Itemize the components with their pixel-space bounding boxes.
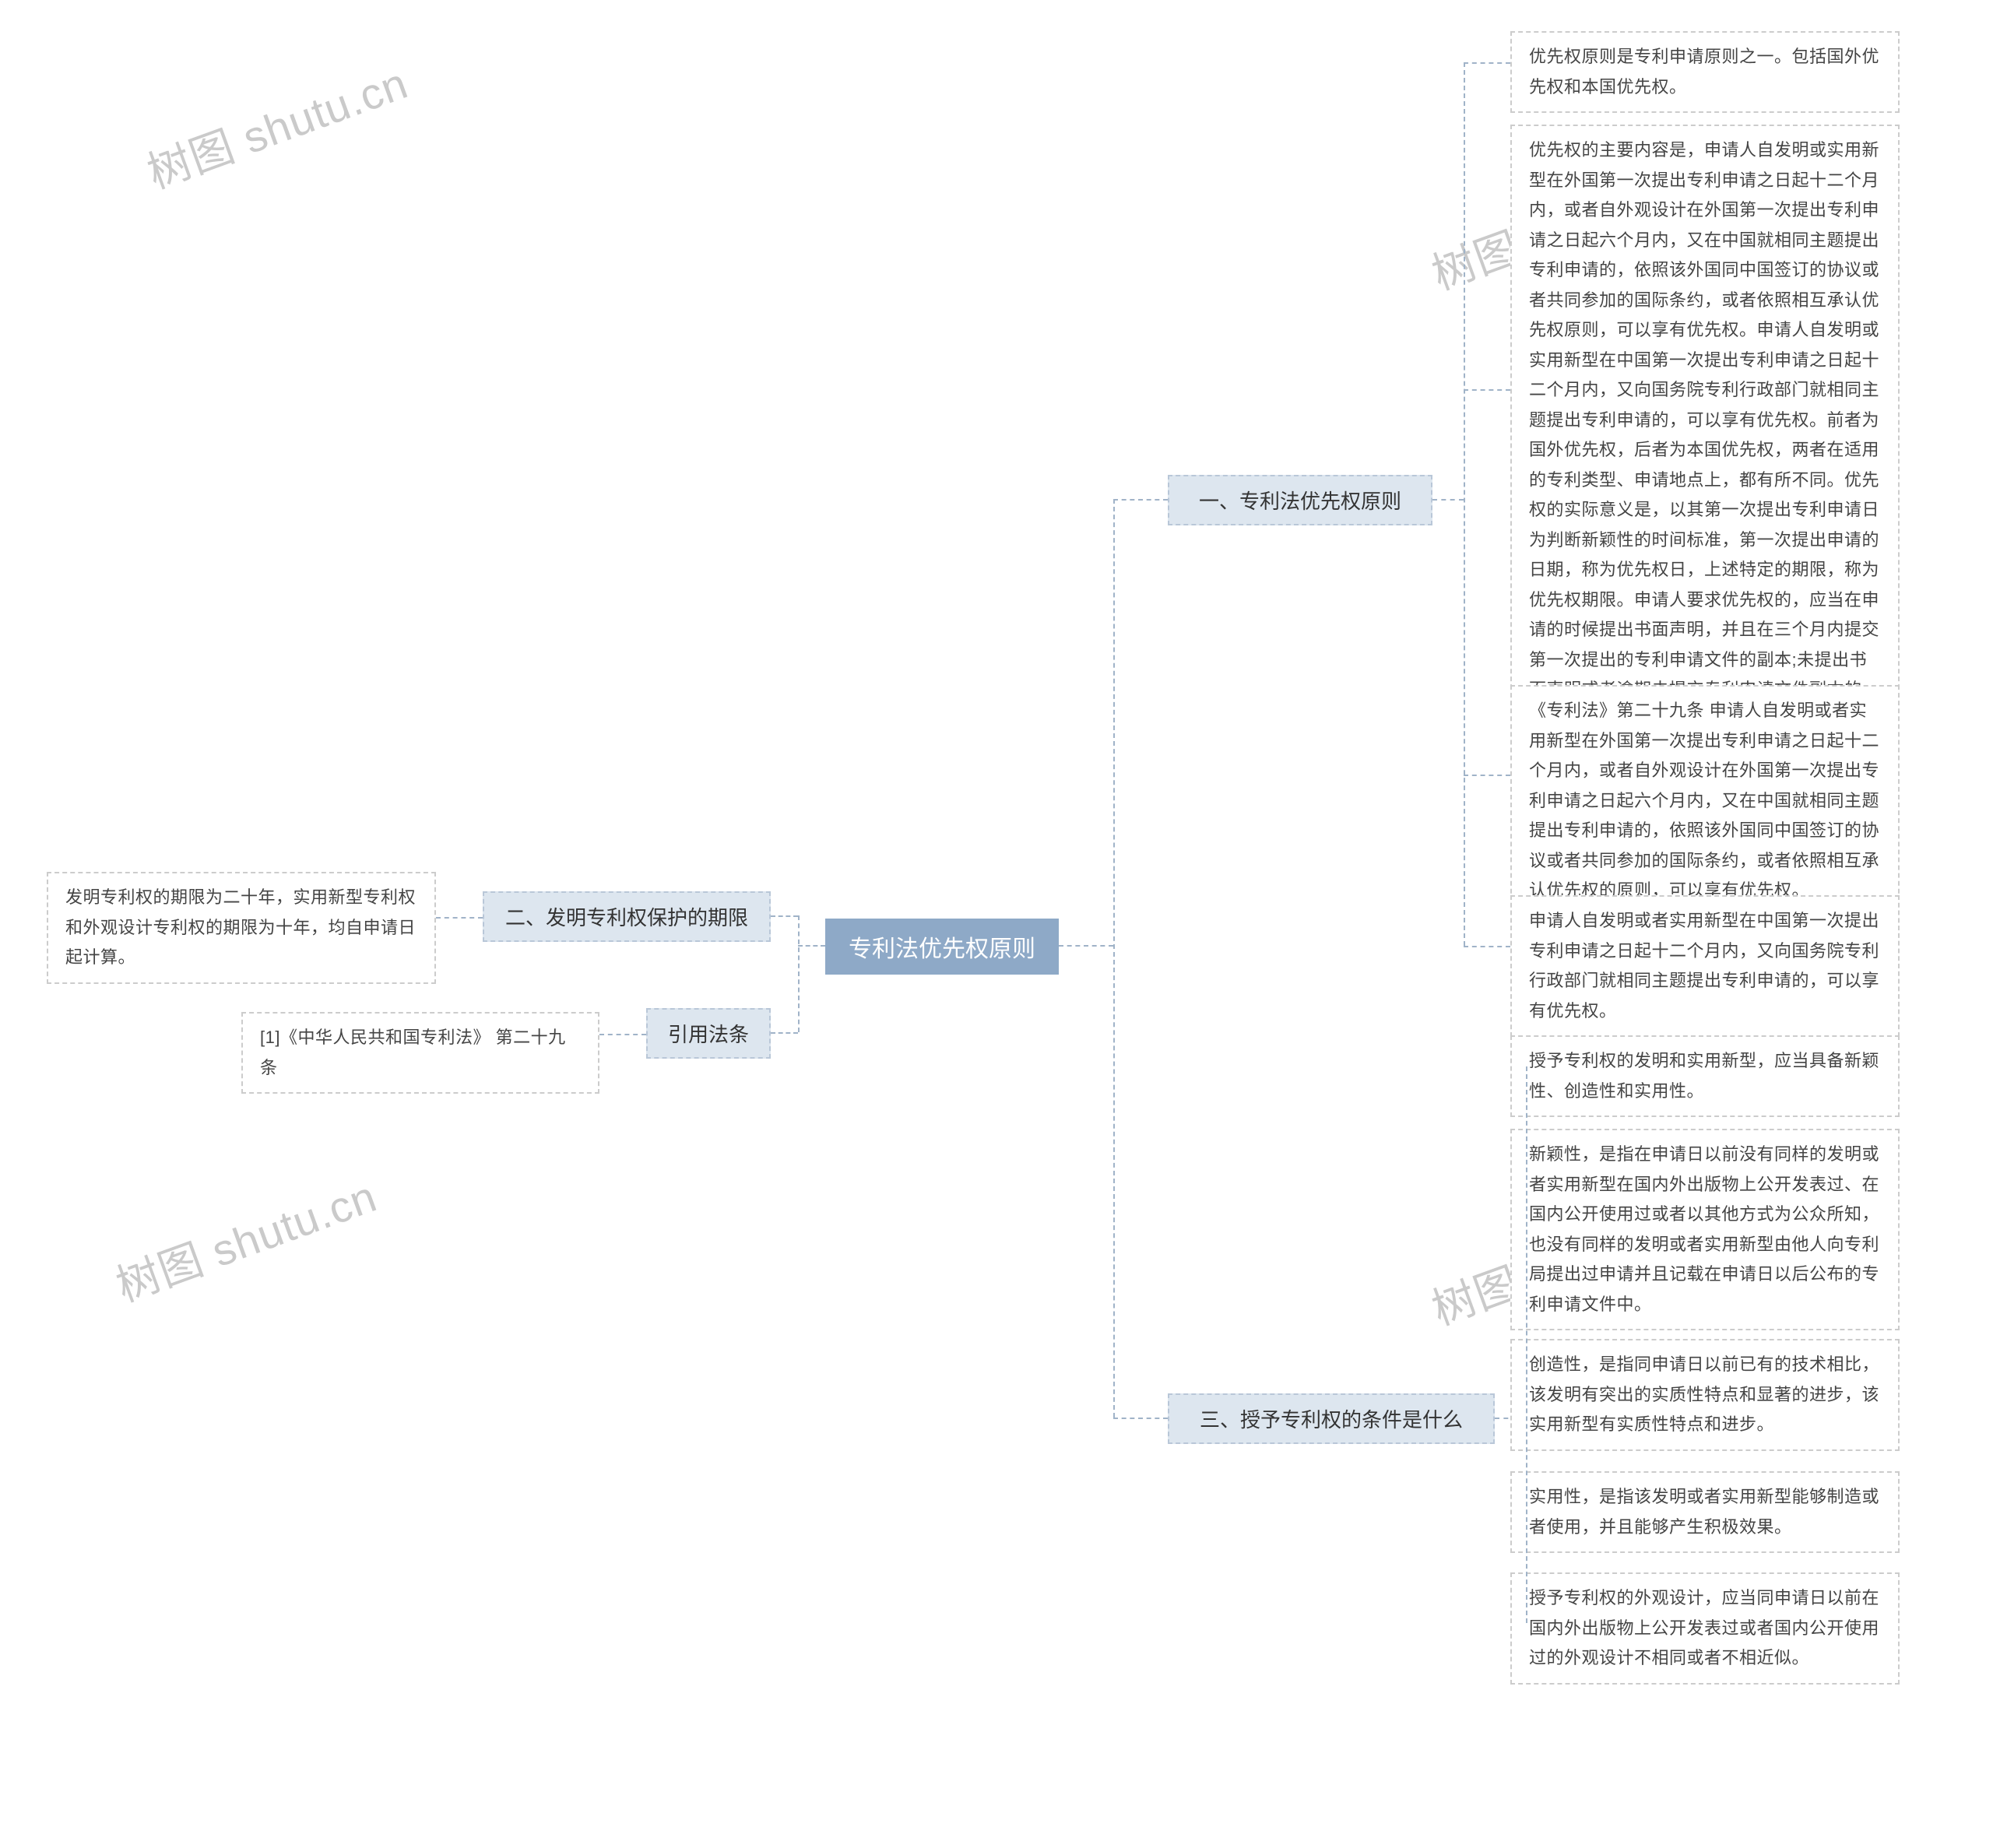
leaf-node: 授予专利权的外观设计，应当同申请日以前在国内外出版物上公开发表过或者国内公开使用… [1510, 1572, 1900, 1685]
branch-node: 引用法条 [646, 1008, 771, 1059]
branch-node: 一、专利法优先权原则 [1168, 475, 1432, 525]
leaf-node: 创造性，是指同申请日以前已有的技术相比，该发明有突出的实质性特点和显著的进步，该… [1510, 1339, 1900, 1451]
leaf-node: 授予专利权的发明和实用新型，应当具备新颖性、创造性和实用性。 [1510, 1035, 1900, 1117]
branch-node: 二、发明专利权保护的期限 [483, 891, 771, 942]
leaf-node: 实用性，是指该发明或者实用新型能够制造或者使用，并且能够产生积极效果。 [1510, 1471, 1900, 1553]
branch-node: 三、授予专利权的条件是什么 [1168, 1393, 1495, 1444]
leaf-node: 发明专利权的期限为二十年，实用新型专利权和外观设计专利权的期限为十年，均自申请日… [47, 872, 436, 984]
leaf-node: 《专利法》第二十九条 申请人自发明或者实用新型在外国第一次提出专利申请之日起十二… [1510, 685, 1900, 917]
leaf-node: 新颖性，是指在申请日以前没有同样的发明或者实用新型在国内外出版物上公开发表过、在… [1510, 1129, 1900, 1330]
root-node: 专利法优先权原则 [825, 919, 1059, 975]
leaf-node: [1]《中华人民共和国专利法》 第二十九条 [241, 1012, 599, 1094]
leaf-node: 申请人自发明或者实用新型在中国第一次提出专利申请之日起十二个月内，又向国务院专利… [1510, 895, 1900, 1037]
mindmap-canvas: 专利法优先权原则 一、专利法优先权原则 优先权原则是专利申请原则之一。包括国外优先权… [0, 0, 1993, 1848]
leaf-node: 优先权原则是专利申请原则之一。包括国外优先权和本国优先权。 [1510, 31, 1900, 113]
